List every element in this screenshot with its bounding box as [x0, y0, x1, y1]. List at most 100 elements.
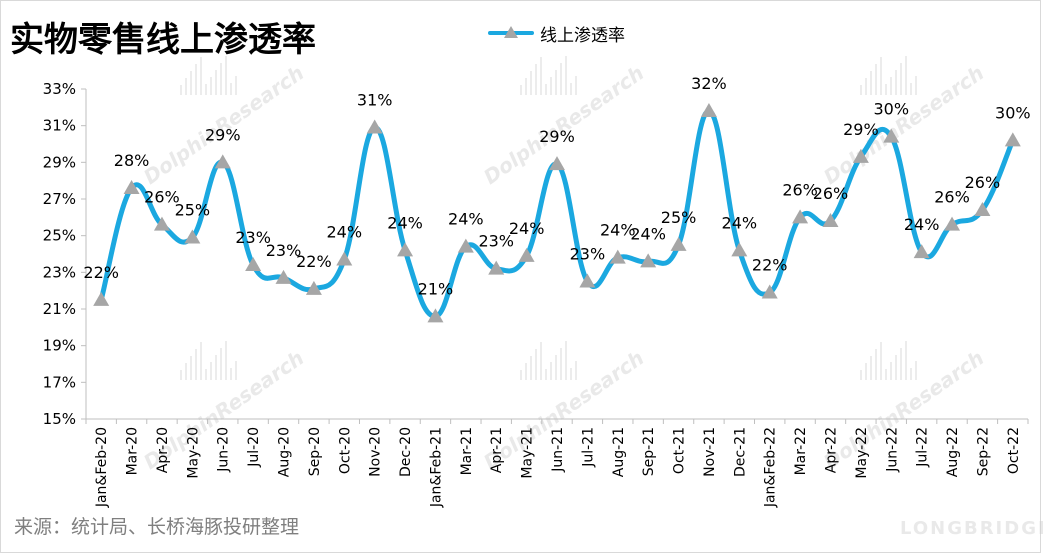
data-point-marker: [761, 284, 778, 299]
watermark-bar: [900, 63, 902, 95]
marker-layer: [93, 103, 1021, 323]
data-label: 26%: [965, 173, 1001, 192]
data-point-marker: [305, 280, 322, 295]
data-point-marker: [609, 249, 626, 264]
watermark-bar: [220, 63, 222, 95]
watermark-bar: [520, 370, 522, 380]
data-point-marker: [883, 128, 900, 143]
data-label: 24%: [448, 210, 484, 229]
x-tick-label: Jul-22: [915, 427, 931, 468]
data-point-marker: [214, 154, 231, 169]
x-tick-label: Apr-20: [155, 427, 171, 473]
x-tick-label: Aug-22: [945, 427, 961, 477]
data-point-marker: [974, 202, 991, 216]
x-tick-label: Sep-21: [641, 427, 657, 476]
y-tick-label: 15%: [43, 410, 76, 428]
watermark-bar: [235, 361, 237, 380]
data-label: 25%: [175, 201, 211, 220]
watermark-bar: [525, 363, 527, 380]
watermark-bar: [195, 64, 197, 95]
source-note: 来源：统计局、长桥海豚投研整理: [14, 516, 300, 538]
watermark-bar: [895, 70, 897, 95]
x-tick-label: Sep-20: [307, 427, 323, 476]
data-label: 24%: [722, 213, 758, 232]
x-tick-label: Nov-21: [702, 427, 718, 477]
watermark-bar: [895, 355, 897, 380]
y-tick-label: 29%: [43, 153, 76, 171]
data-label: 22%: [296, 252, 332, 271]
data-label: 24%: [904, 215, 940, 234]
watermark-bar: [875, 64, 877, 95]
data-point-marker: [913, 244, 930, 259]
x-tick-label: Apr-21: [489, 427, 505, 473]
watermark-bar: [210, 362, 212, 380]
watermark-bar: [575, 361, 577, 380]
data-label-layer: 22%28%26%25%29%23%23%22%24%31%24%21%24%2…: [83, 74, 1030, 298]
watermark-bar: [235, 76, 237, 95]
watermark-text: DolphinResearch: [819, 346, 988, 474]
x-tick-label: Jun-21: [550, 427, 566, 473]
watermark-bar: [190, 356, 192, 380]
data-label: 23%: [266, 241, 302, 260]
data-point-marker: [640, 253, 657, 268]
watermark-bar: [915, 76, 917, 95]
data-label: 24%: [387, 213, 423, 232]
watermark-bar: [525, 78, 527, 95]
data-point-marker: [731, 242, 748, 257]
watermark-bar: [860, 370, 862, 380]
data-point-marker: [944, 216, 961, 231]
x-tick-label: Jan&Feb-20: [94, 427, 110, 508]
watermark-bar: [565, 341, 567, 380]
data-label: 26%: [144, 188, 180, 207]
watermark-bar: [555, 70, 557, 95]
y-tick-label: 21%: [43, 300, 76, 318]
data-point-marker: [1004, 132, 1021, 147]
y-tick-label: 25%: [43, 227, 76, 245]
data-label: 29%: [843, 120, 879, 139]
chart-title: 实物零售线上渗透率: [10, 20, 316, 60]
watermark-bar: [530, 356, 532, 380]
x-tick-label: Jan&Feb-22: [763, 427, 779, 508]
data-point-marker: [427, 308, 444, 323]
x-tick-label: Oct-20: [337, 427, 353, 474]
data-label: 23%: [235, 228, 271, 247]
watermark-bar: [880, 342, 882, 380]
x-tick-label: Mar-20: [125, 427, 141, 475]
watermark-bar: [225, 341, 227, 380]
watermark-bar: [185, 78, 187, 95]
watermark-bar: [560, 348, 562, 380]
watermark-bar: [865, 78, 867, 95]
data-label: 21%: [418, 279, 454, 298]
watermark-bar: [885, 369, 887, 380]
data-point-marker: [457, 238, 474, 253]
data-label: 32%: [691, 74, 727, 93]
data-label: 29%: [205, 125, 241, 144]
x-tick-label: Aug-21: [611, 427, 627, 477]
watermark-bar: [180, 370, 182, 380]
watermark-bar: [885, 84, 887, 95]
data-point-marker: [93, 291, 110, 306]
watermark-bar: [880, 57, 882, 95]
x-tick-label: Nov-20: [368, 427, 384, 477]
y-tick-label: 27%: [43, 190, 76, 208]
watermark-bar: [210, 77, 212, 95]
watermark-bar: [180, 85, 182, 95]
watermark-bar: [875, 349, 877, 380]
watermark-bar: [865, 363, 867, 380]
y-tick-label: 19%: [43, 337, 76, 355]
data-point-marker: [245, 257, 262, 271]
watermark-bar: [910, 83, 912, 95]
data-label: 24%: [509, 219, 545, 238]
watermark-bar: [575, 76, 577, 95]
watermark-bar: [905, 341, 907, 380]
watermark-bar: [215, 355, 217, 380]
watermark-bar: [555, 355, 557, 380]
watermark-bar: [205, 369, 207, 380]
watermark-bar: [560, 63, 562, 95]
watermark-bar: [905, 56, 907, 95]
watermark-bar: [915, 361, 917, 380]
x-tick-label: Sep-22: [975, 427, 991, 476]
watermark-bar: [195, 349, 197, 380]
